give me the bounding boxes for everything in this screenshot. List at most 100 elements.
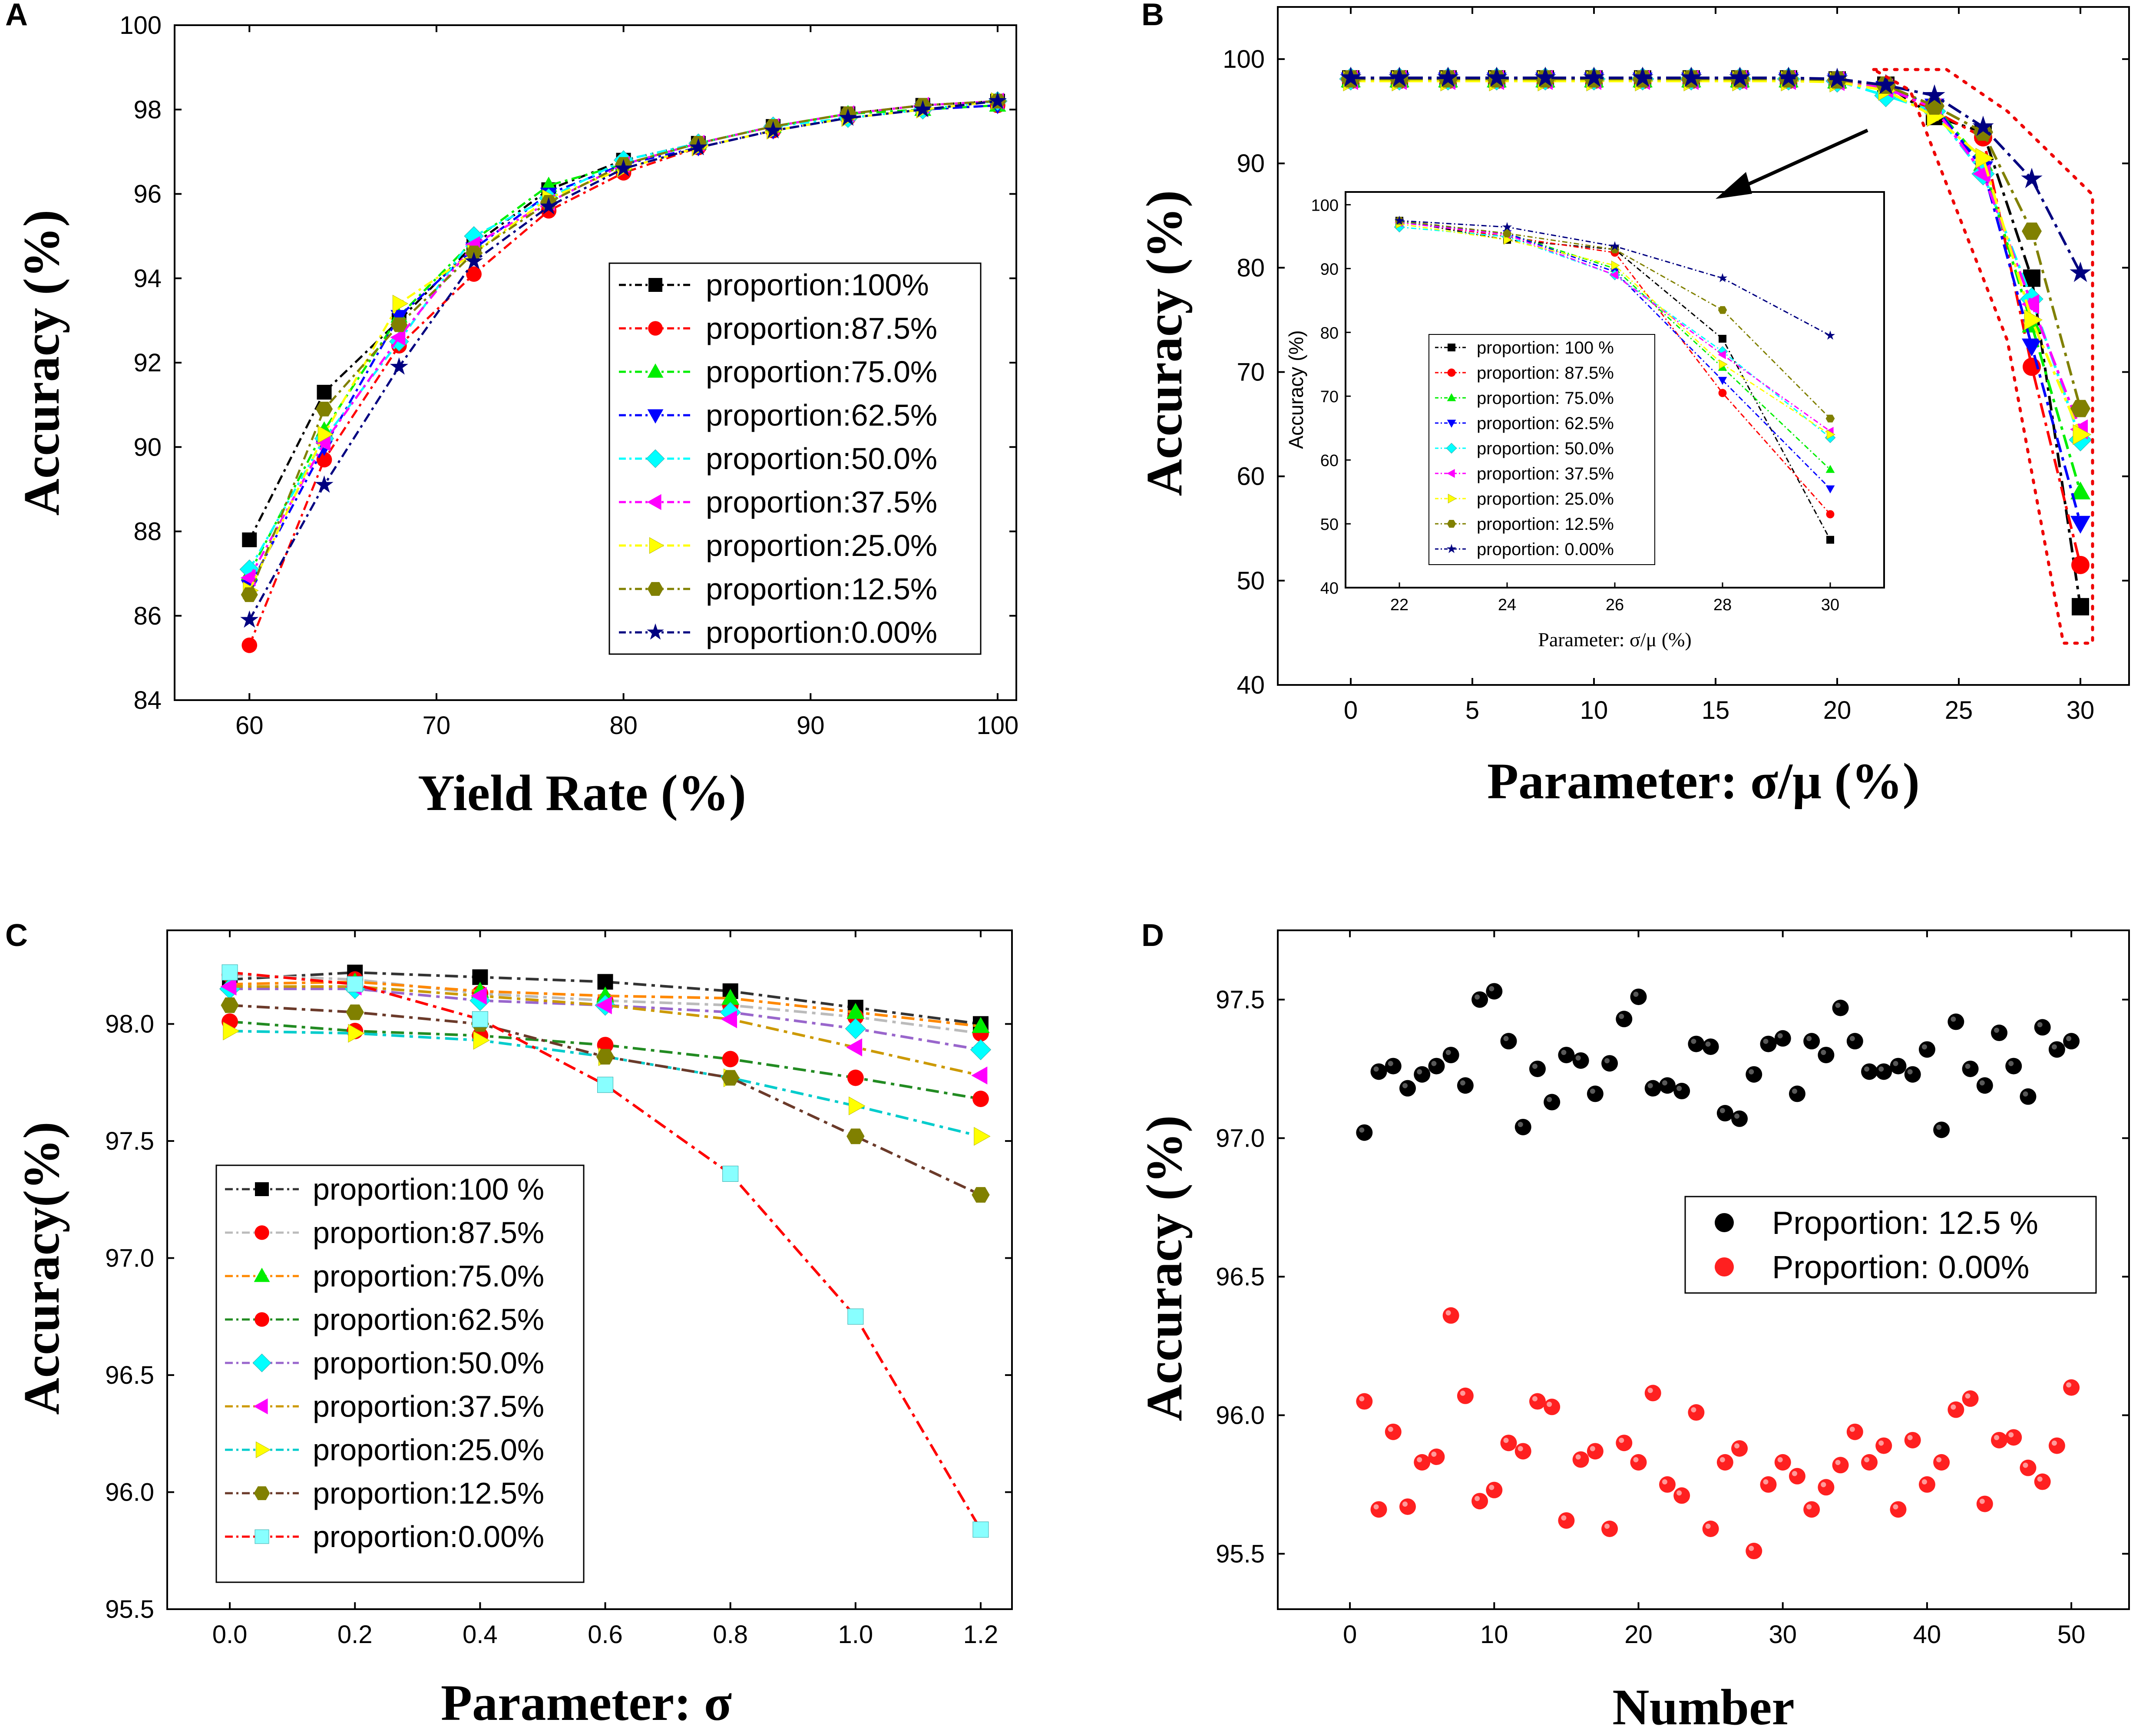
data-point-highlight — [1503, 1036, 1509, 1042]
data-point — [1437, 66, 1459, 87]
data-point — [1544, 1399, 1561, 1415]
data-point — [1846, 1423, 1863, 1440]
data-point — [1774, 1454, 1791, 1471]
x-axis-title: Parameter: σ/μ (%) — [1487, 753, 1920, 810]
data-point — [223, 1022, 240, 1041]
data-point — [1975, 148, 1994, 169]
data-point-highlight — [1864, 1066, 1870, 1072]
data-point — [1572, 1052, 1589, 1069]
legend-label: proportion: 25.0% — [1477, 489, 1614, 509]
legend-label: proportion:87.5% — [706, 311, 937, 345]
data-point-highlight — [1590, 1446, 1595, 1452]
data-point — [472, 1011, 488, 1028]
legend-marker — [1447, 368, 1456, 377]
legend-label: proportion:62.5% — [313, 1303, 544, 1336]
data-point — [1534, 66, 1556, 87]
data-point-highlight — [1417, 1457, 1422, 1462]
data-point-highlight — [1763, 1038, 1769, 1044]
legend-marker — [255, 1225, 269, 1240]
data-point — [1558, 1512, 1575, 1529]
legend-item: proportion:25.0% — [225, 1433, 544, 1467]
data-point-highlight — [1907, 1069, 1913, 1075]
data-point — [2063, 1379, 2080, 1396]
data-point-highlight — [1734, 1443, 1740, 1448]
data-point-highlight — [1475, 994, 1480, 1000]
data-point — [241, 587, 258, 602]
inset-y-tick-label: 40 — [1320, 579, 1339, 598]
legend-label: proportion: 87.5% — [1477, 364, 1614, 383]
data-point — [1529, 1060, 1546, 1077]
data-point — [1731, 1440, 1748, 1457]
data-point — [220, 977, 237, 996]
legend-marker — [1447, 393, 1456, 401]
y-tick-label: 97.5 — [105, 1127, 154, 1155]
data-point — [242, 532, 257, 547]
data-point-highlight — [1431, 1452, 1437, 1457]
data-point-highlight — [1575, 1454, 1581, 1460]
series-line — [1351, 76, 2082, 274]
data-point-highlight — [1431, 1061, 1437, 1066]
data-point — [1385, 1423, 1402, 1440]
data-point — [689, 138, 708, 155]
data-point-highlight — [1503, 1438, 1509, 1443]
y-tick-label: 80 — [1237, 254, 1265, 282]
data-point — [1846, 1033, 1863, 1050]
data-point-highlight — [1460, 1390, 1465, 1396]
data-point — [240, 569, 256, 586]
legend-label: proportion:87.5% — [313, 1216, 544, 1250]
data-point — [1486, 66, 1508, 87]
data-point — [972, 1521, 989, 1538]
data-point-highlight — [1388, 1061, 1393, 1066]
y-tick-label: 40 — [1237, 671, 1265, 699]
inset-data-point — [1610, 270, 1618, 280]
data-point — [221, 997, 239, 1013]
data-point — [845, 1018, 866, 1039]
data-point — [392, 294, 409, 313]
inset-data-point — [1502, 229, 1512, 238]
data-point-highlight — [1619, 1014, 1624, 1019]
inset-y-tick-label: 50 — [1320, 516, 1339, 534]
data-point-highlight — [1951, 1404, 1956, 1410]
y-tick-label: 95.5 — [1216, 1540, 1265, 1568]
data-point — [1972, 116, 1994, 136]
x-tick-label: 100 — [977, 711, 1019, 740]
inset-series-line — [1399, 220, 1831, 336]
inset-y-axis-title: Accuracy (%) — [1285, 330, 1307, 449]
data-point-highlight — [1921, 1044, 1927, 1050]
data-point — [1370, 1063, 1387, 1080]
x-axis-title: Yield Rate (%) — [418, 764, 746, 821]
legend-box — [1684, 1196, 2097, 1294]
y-tick-label: 86 — [133, 602, 162, 630]
x-tick-label: 30 — [1769, 1620, 1797, 1649]
x-tick-label: 5 — [1465, 696, 1479, 724]
legend-item: proportion: 62.5% — [1435, 414, 1614, 433]
data-point — [1632, 66, 1653, 87]
legend-item: proportion:62.5% — [225, 1303, 544, 1336]
data-point-highlight — [1878, 1066, 1884, 1072]
panel-a: A 60 70 80 90 100 84 86 88 90 92 94 96 98 100 Yield Rat… — [5, 0, 1018, 821]
inset-y-tick-label: 100 — [1311, 196, 1339, 215]
legend-label: proportion:12.5% — [313, 1476, 544, 1510]
data-point — [1659, 1077, 1676, 1094]
legend-item: proportion: 0.00% — [1435, 540, 1614, 559]
data-point — [1356, 1124, 1373, 1141]
data-point — [1962, 1390, 1979, 1407]
data-point — [1803, 1501, 1820, 1518]
data-point — [2021, 294, 2039, 314]
data-point — [316, 401, 333, 417]
data-point — [1731, 1110, 1748, 1127]
data-point-highlight — [1994, 1028, 2000, 1033]
data-point — [1760, 1035, 1777, 1052]
data-point — [1514, 1443, 1531, 1460]
x-tick-label: 0 — [1344, 696, 1358, 724]
data-point-highlight — [1633, 992, 1639, 997]
data-point — [1948, 1013, 1964, 1030]
data-point — [971, 1066, 988, 1085]
data-point — [1861, 1063, 1878, 1080]
y-tick-label: 96.0 — [105, 1478, 154, 1507]
data-point — [1875, 1063, 1892, 1080]
legend-marker — [252, 1353, 271, 1372]
data-point-highlight — [1373, 1066, 1379, 1072]
legend-marker — [647, 623, 664, 640]
legend-label: proportion:100 % — [313, 1172, 544, 1206]
